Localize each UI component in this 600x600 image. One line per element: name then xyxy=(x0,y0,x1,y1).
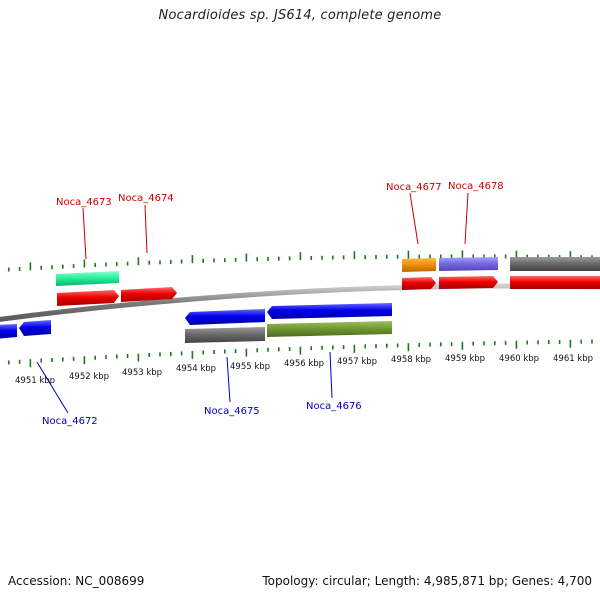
axis-label: 4951 kbp xyxy=(15,376,55,386)
accession-text: Accession: NC_008699 xyxy=(8,574,145,588)
gene-feature-noca-4675[interactable] xyxy=(185,309,265,325)
axis-label: 4960 kbp xyxy=(499,354,539,364)
gene-labels: Noca_4673 Noca_4674 Noca_4677 Noca_4678 … xyxy=(42,181,504,427)
gene-label-noca-4672: Noca_4672 xyxy=(42,416,98,427)
gene-label-noca-4676: Noca_4676 xyxy=(306,401,362,412)
gene-feature-noca-4674[interactable] xyxy=(121,287,177,302)
axis-label: 4959 kbp xyxy=(445,354,485,364)
reverse-strand-ticks xyxy=(8,339,593,368)
gene-feature-noca-4678[interactable] xyxy=(439,276,498,289)
gene-feature-noca-4676[interactable] xyxy=(267,303,392,319)
gene-label-noca-4677: Noca_4677 xyxy=(386,182,442,193)
gene-label-noca-4678: Noca_4678 xyxy=(448,181,504,192)
reverse-genes xyxy=(0,303,392,343)
axis-label: 4954 kbp xyxy=(176,364,216,374)
gene-feature-gray-right[interactable] xyxy=(510,257,600,271)
gene-feature-blue-left[interactable] xyxy=(0,324,17,339)
forward-genes xyxy=(56,257,600,306)
label-leaders xyxy=(36,192,469,414)
axis-label: 4961 kbp xyxy=(553,354,593,364)
axis-label: 4957 kbp xyxy=(337,357,377,367)
gene-feature-olive[interactable] xyxy=(267,321,392,337)
gene-feature-orange[interactable] xyxy=(402,258,436,272)
axis-label: 4955 kbp xyxy=(230,362,270,372)
map-title: Nocardioides sp. JS614, complete genome xyxy=(158,8,442,23)
gene-feature-purple[interactable] xyxy=(439,257,498,271)
gene-label-noca-4673: Noca_4673 xyxy=(56,197,112,208)
axis-label: 4953 kbp xyxy=(122,368,162,378)
gene-label-noca-4674: Noca_4674 xyxy=(118,193,174,204)
gene-feature-noca-4672[interactable] xyxy=(19,320,51,336)
axis-label: 4958 kbp xyxy=(391,355,431,365)
gene-feature-noca-4677[interactable] xyxy=(402,277,436,290)
axis-label: 4952 kbp xyxy=(69,372,109,382)
gene-label-noca-4675: Noca_4675 xyxy=(204,406,260,417)
axis-label: 4956 kbp xyxy=(284,359,324,369)
forward-strand-ticks xyxy=(8,250,593,272)
gene-feature-red-right[interactable] xyxy=(510,276,600,289)
kbp-axis-labels: 4951 kbp 4952 kbp 4953 kbp 4954 kbp 4955… xyxy=(15,354,593,386)
gene-feature-mint[interactable] xyxy=(56,271,119,286)
gene-feature-noca-4673[interactable] xyxy=(57,290,119,306)
gene-feature-gray-reverse[interactable] xyxy=(185,327,265,343)
genome-summary-text: Topology: circular; Length: 4,985,871 bp… xyxy=(262,574,592,588)
